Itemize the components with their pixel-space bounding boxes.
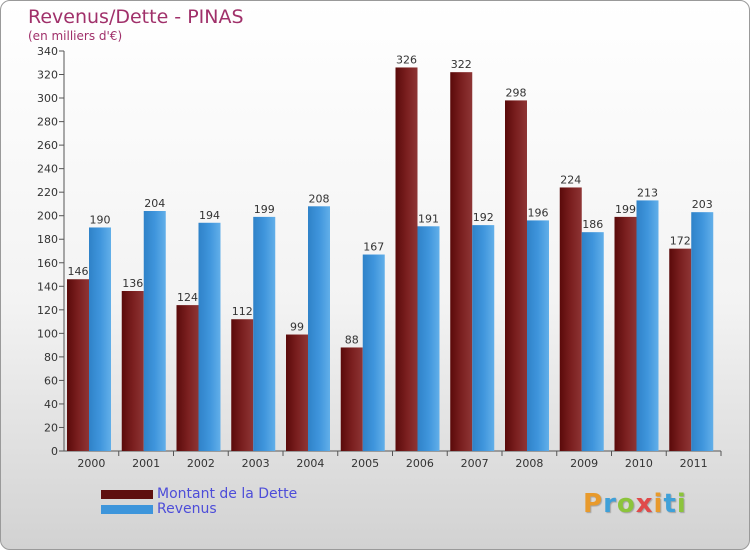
data-label: 203 xyxy=(692,198,713,211)
dette-bar xyxy=(231,319,254,451)
data-label: 190 xyxy=(90,213,111,226)
data-label: 199 xyxy=(254,203,275,216)
y-tick-label: 320 xyxy=(37,69,58,82)
proxiti-logo: Proxiti xyxy=(583,489,687,519)
logo-letter: r xyxy=(603,489,617,519)
revenus-bar xyxy=(362,254,385,451)
legend-label-dette: Montant de la Dette xyxy=(157,486,298,502)
y-tick-label: 0 xyxy=(51,445,58,458)
data-label: 112 xyxy=(232,305,253,318)
data-label: 124 xyxy=(177,291,198,304)
dette-bar xyxy=(614,216,637,451)
y-tick-label: 240 xyxy=(37,163,58,176)
y-tick-label: 300 xyxy=(37,92,58,105)
x-tick-label: 2011 xyxy=(680,457,708,470)
data-label: 192 xyxy=(473,211,494,224)
data-label: 146 xyxy=(68,265,89,278)
dette-bar xyxy=(286,334,308,451)
logo-letter: o xyxy=(616,489,636,519)
dette-bar xyxy=(450,72,473,452)
dette-bar xyxy=(559,187,582,451)
data-label: 298 xyxy=(506,86,527,99)
x-tick-label: 2006 xyxy=(406,457,434,470)
x-tick-label: 2005 xyxy=(351,457,379,470)
x-tick-label: 2000 xyxy=(77,457,105,470)
data-label: 99 xyxy=(290,321,304,334)
y-tick-label: 160 xyxy=(37,257,58,270)
y-tick-label: 120 xyxy=(37,304,58,317)
revenus-bar xyxy=(253,216,276,451)
dette-bar xyxy=(340,347,363,451)
y-tick-label: 340 xyxy=(37,45,58,58)
logo-letter: x xyxy=(635,489,654,519)
data-label: 204 xyxy=(144,197,165,210)
data-label: 136 xyxy=(122,277,143,290)
revenus-bar xyxy=(581,232,604,451)
legend-swatch-revenus xyxy=(101,505,153,514)
logo-letter: t xyxy=(663,489,677,519)
y-tick-label: 220 xyxy=(37,186,58,199)
y-tick-label: 140 xyxy=(37,280,58,293)
y-tick-label: 200 xyxy=(37,210,58,223)
y-tick-label: 100 xyxy=(37,327,58,340)
y-tick-label: 80 xyxy=(44,351,58,364)
logo-letter: i xyxy=(676,489,687,519)
data-label: 208 xyxy=(309,192,330,205)
data-label: 326 xyxy=(396,53,417,66)
revenus-bar xyxy=(527,220,549,451)
legend-label-revenus: Revenus xyxy=(157,501,217,517)
data-label: 191 xyxy=(418,212,439,225)
data-label: 224 xyxy=(560,173,581,186)
y-tick-label: 180 xyxy=(37,233,58,246)
logo-letter: i xyxy=(653,489,664,519)
data-label: 322 xyxy=(451,58,472,71)
dette-bar xyxy=(669,248,692,451)
data-label: 186 xyxy=(582,218,603,231)
logo-letter: P xyxy=(583,489,604,519)
dette-bar xyxy=(121,291,144,451)
y-tick-label: 60 xyxy=(44,374,58,387)
data-label: 172 xyxy=(670,235,691,248)
y-tick-label: 40 xyxy=(44,398,58,411)
y-tick-label: 280 xyxy=(37,116,58,129)
y-tick-label: 20 xyxy=(44,421,58,434)
data-label: 194 xyxy=(199,209,220,222)
x-tick-label: 2007 xyxy=(461,457,489,470)
dette-bar xyxy=(395,67,418,452)
x-tick-label: 2009 xyxy=(570,457,598,470)
x-tick-label: 2008 xyxy=(515,457,543,470)
data-label: 88 xyxy=(345,333,359,346)
chart-subtitle: (en milliers d'€) xyxy=(28,29,123,43)
revenus-bar xyxy=(198,222,221,451)
x-tick-label: 2002 xyxy=(187,457,215,470)
revenus-bar xyxy=(143,211,166,451)
revenus-bar xyxy=(308,206,330,451)
revenus-bar xyxy=(89,227,111,451)
legend-swatch-dette xyxy=(101,490,153,499)
x-tick-label: 2004 xyxy=(296,457,324,470)
x-tick-label: 2010 xyxy=(625,457,653,470)
chart-title: Revenus/Dette - PINAS xyxy=(28,6,244,28)
dette-bar xyxy=(505,100,527,451)
data-label: 199 xyxy=(615,203,636,216)
revenus-bar xyxy=(636,200,659,451)
revenus-bar xyxy=(472,225,495,451)
x-tick-label: 2001 xyxy=(132,457,160,470)
data-label: 167 xyxy=(363,241,384,254)
data-label: 196 xyxy=(528,206,549,219)
revenus-bar xyxy=(691,212,714,451)
dette-bar xyxy=(176,305,199,451)
data-label: 213 xyxy=(637,186,658,199)
y-tick-label: 260 xyxy=(37,139,58,152)
revenus-bar xyxy=(417,226,440,451)
x-tick-label: 2003 xyxy=(242,457,270,470)
dette-bar xyxy=(67,279,89,451)
